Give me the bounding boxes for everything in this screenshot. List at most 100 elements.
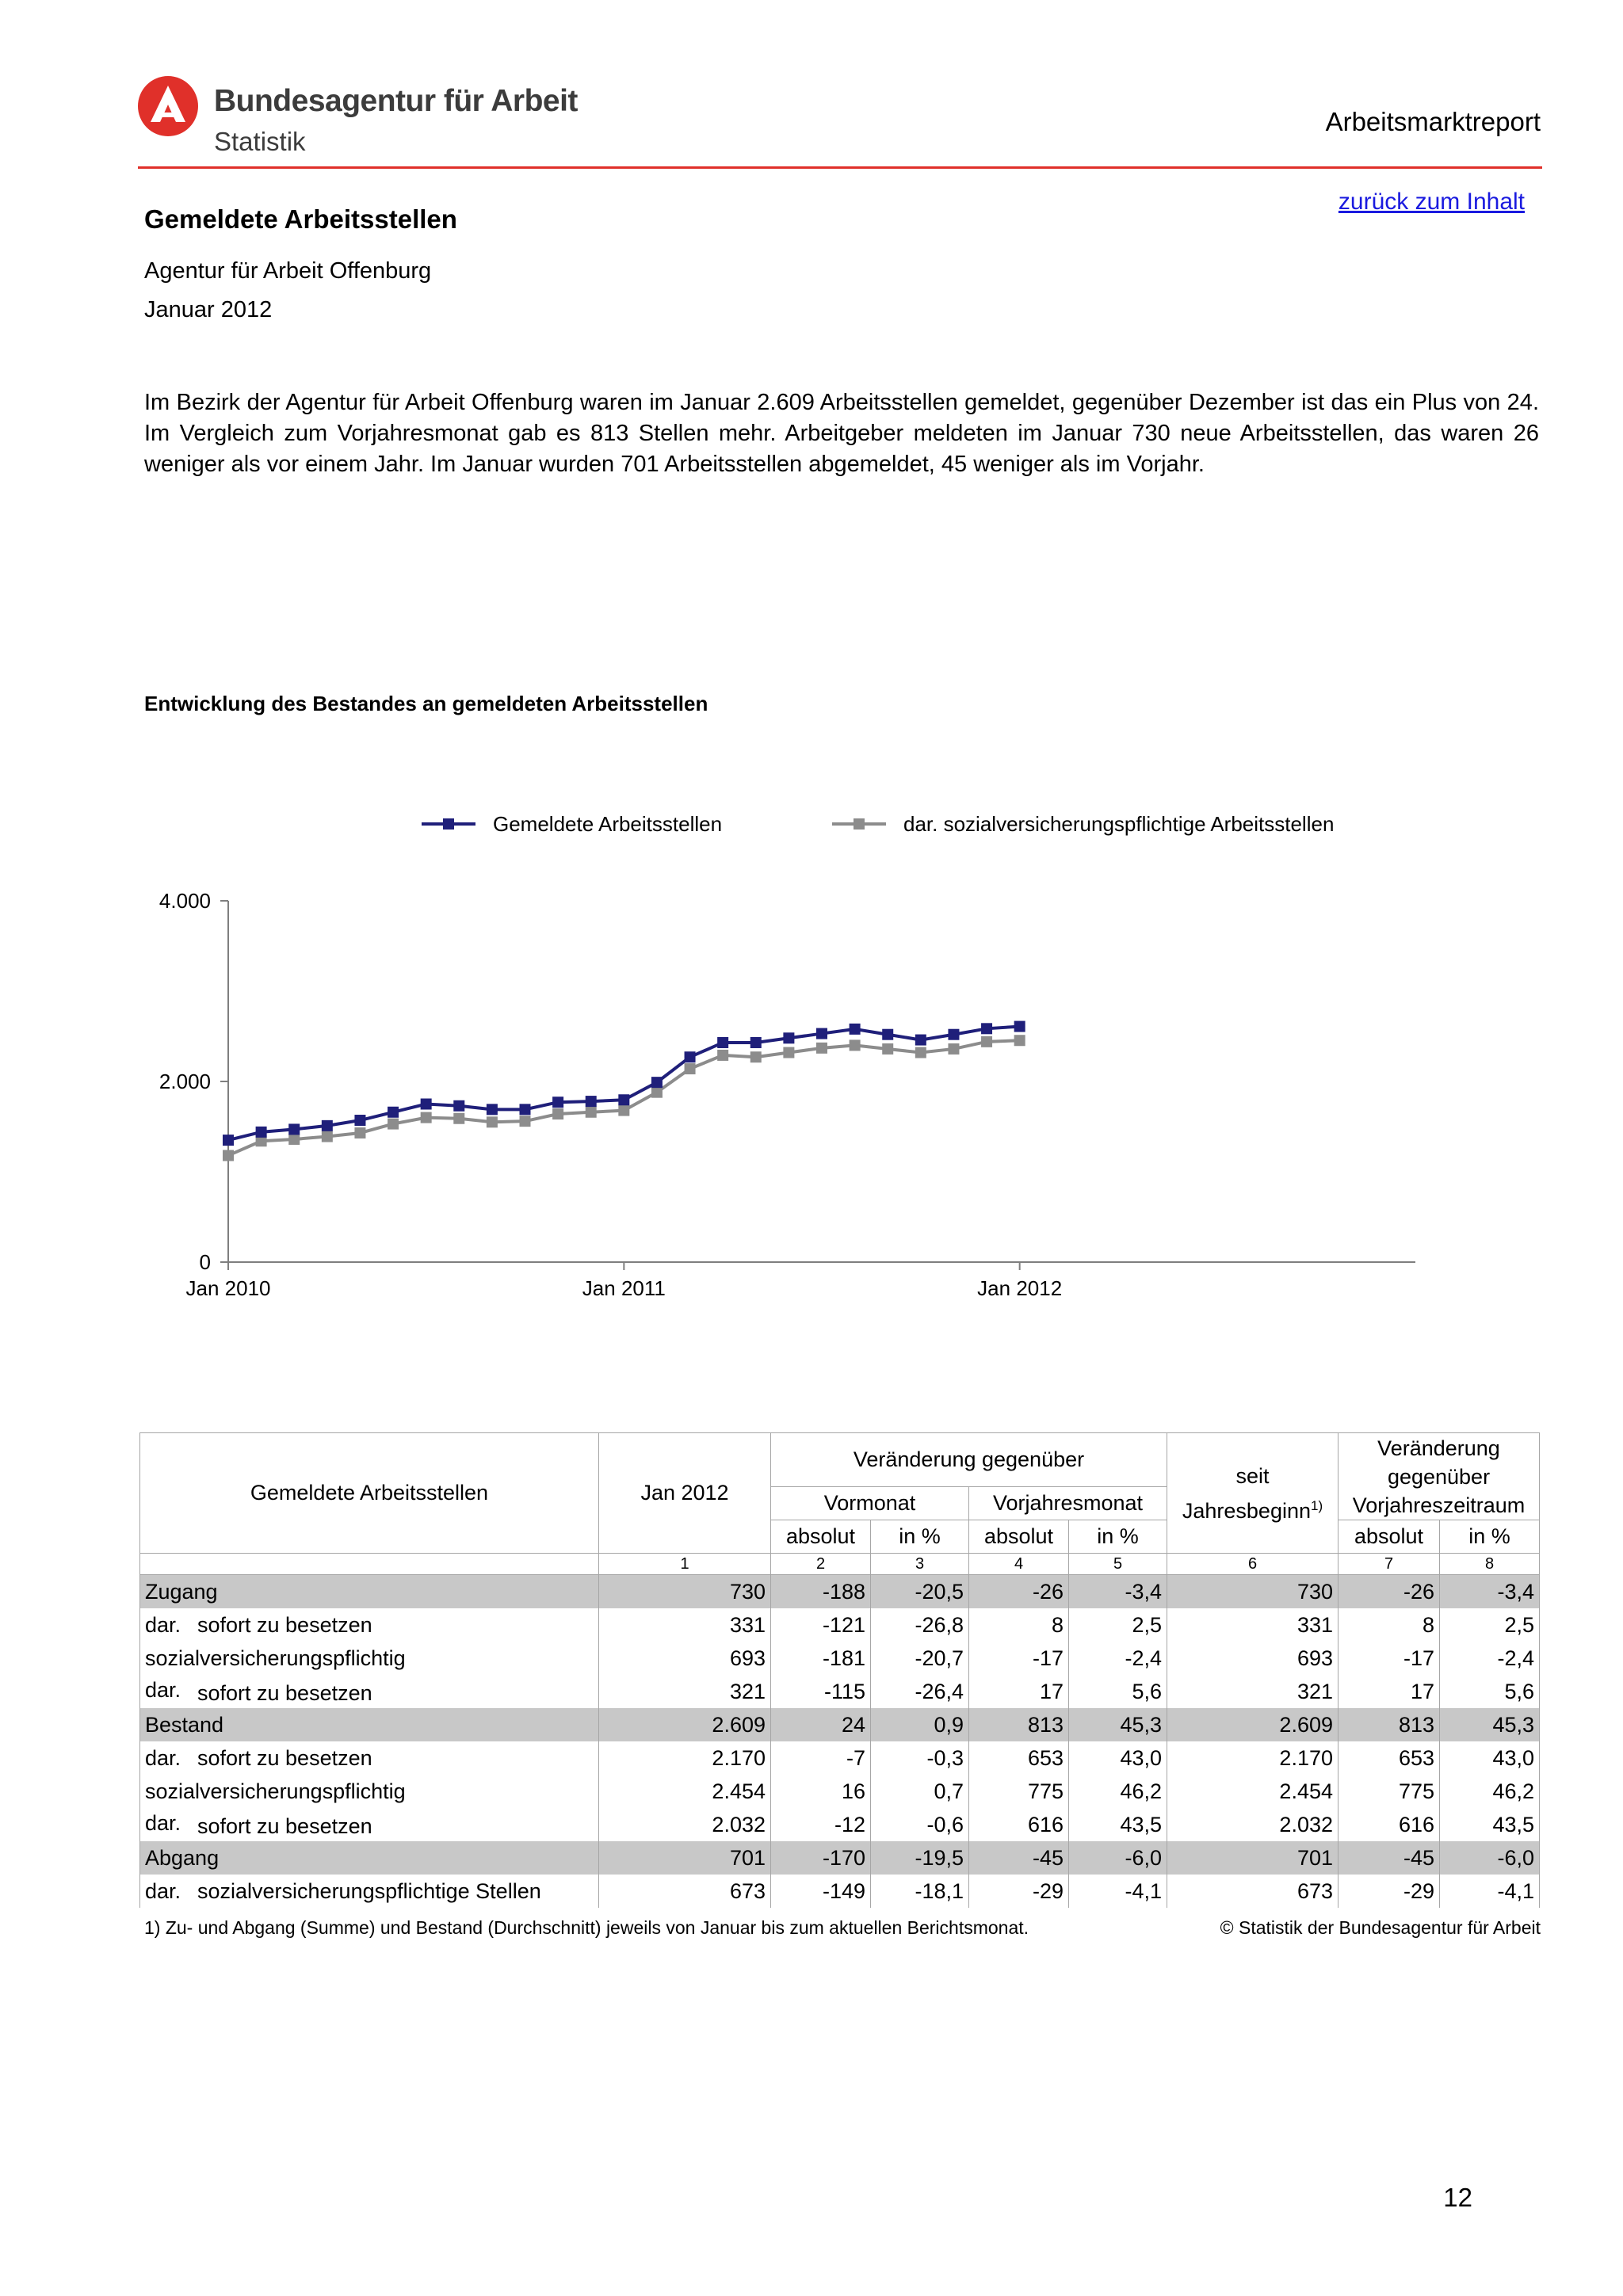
header-divider: [138, 166, 1542, 169]
y-tick-label: 2.000: [159, 1070, 211, 1093]
data-point: [453, 1100, 465, 1112]
line-chart: 0 2.000 4.000 Jan 2010 Jan 2011 Jan 2012 Gemel…: [159, 812, 1415, 1300]
absolut-header: absolut: [770, 1520, 871, 1554]
value-cell: 45,3: [1068, 1708, 1167, 1741]
data-point: [915, 1034, 926, 1046]
table-footnote: 1) Zu- und Abgang (Summe) und Bestand (D…: [144, 1917, 1029, 1938]
value-cell: -2,4: [1439, 1642, 1540, 1675]
data-point: [585, 1096, 597, 1108]
row-label: Zugang: [145, 1579, 218, 1604]
data-point: [486, 1104, 498, 1116]
value-cell: 616: [968, 1808, 1069, 1841]
value-cell: 0,9: [870, 1708, 969, 1741]
stats-table: Gemeldete Arbeitsstellen Jan 2012 Veränd…: [139, 1432, 1540, 1908]
value-cell: 8: [1338, 1608, 1440, 1642]
row-label-cell: dar. sofort zu besetzen: [139, 1808, 599, 1841]
value-cell: 701: [1167, 1841, 1338, 1875]
data-point: [981, 1035, 993, 1047]
value-cell: 673: [1167, 1875, 1338, 1908]
legend-marker: [443, 818, 454, 830]
data-point: [453, 1112, 465, 1124]
series-line: [227, 1024, 1020, 1142]
value-cell: -3,4: [1068, 1574, 1167, 1608]
row-label-cell: sozialversicherungspflichtig: [139, 1642, 599, 1675]
veraenderung-cell: Veränderung gegenüber: [770, 1432, 1167, 1487]
value-cell: 321: [598, 1675, 771, 1708]
row-label-cell: dar. sofort zu besetzen: [139, 1741, 599, 1775]
seit-cell: seit Jahresbeginn1): [1167, 1432, 1338, 1554]
ba-logo-icon: [138, 76, 198, 136]
data-point: [223, 1150, 234, 1161]
value-cell: -0,3: [870, 1741, 969, 1775]
legend-label: dar. sozialversicherungspflichtige Arbei…: [903, 812, 1334, 836]
table-row: dar. sofort zu besetzen 321 -115 -26,4 17 5,6 3…: [139, 1675, 1540, 1708]
row-label-cell: Abgang: [139, 1841, 599, 1875]
data-point: [816, 1042, 827, 1054]
value-cell: 5,6: [1068, 1675, 1167, 1708]
value-cell: 653: [968, 1741, 1069, 1775]
value-cell: 46,2: [1068, 1775, 1167, 1808]
value-cell: -115: [770, 1675, 871, 1708]
x-tick-label: Jan 2011: [582, 1276, 666, 1300]
data-point: [223, 1135, 234, 1146]
vj-header-line2: gegenüber: [1387, 1464, 1491, 1489]
y-tick-label: 0: [200, 1250, 211, 1274]
value-cell: -29: [1338, 1875, 1440, 1908]
absolut-header: absolut: [968, 1520, 1069, 1554]
value-cell: -121: [770, 1608, 871, 1642]
report-period: Januar 2012: [144, 297, 273, 322]
data-point: [255, 1126, 267, 1138]
value-cell: 2.609: [598, 1708, 771, 1741]
value-cell: 730: [1167, 1574, 1338, 1608]
col-number: 8: [1439, 1553, 1540, 1575]
footnote-mark: 1): [1311, 1497, 1323, 1513]
table-row: Zugang 730 -188 -20,5 -26 -3,4 730 -26 -3,4: [139, 1574, 1540, 1608]
col-number: 4: [968, 1553, 1069, 1575]
row-label: sofort zu besetzen: [197, 1814, 372, 1838]
row-prefix: dar.: [145, 1878, 181, 1903]
org-name: Bundesagentur für Arbeit: [214, 84, 578, 118]
row-label: sozialversicherungspflichtig: [145, 1646, 406, 1670]
data-point: [783, 1032, 795, 1044]
value-cell: -26,4: [870, 1675, 969, 1708]
row-label-cell: Zugang: [139, 1574, 599, 1608]
vorjahreszeitraum-cell: Veränderung gegenüber Vorjahreszeitraum: [1338, 1432, 1540, 1520]
row-header-cell: Gemeldete Arbeitsstellen: [139, 1432, 599, 1554]
value-cell: 730: [598, 1574, 771, 1608]
value-cell: 2,5: [1068, 1608, 1167, 1642]
value-cell: 2.454: [1167, 1775, 1338, 1808]
row-label-cell: dar. sozialversicherungspflichtige Stelle…: [139, 1875, 599, 1908]
data-point: [948, 1028, 960, 1040]
data-point: [288, 1123, 300, 1135]
data-point: [915, 1047, 926, 1058]
data-point: [684, 1063, 696, 1075]
data-point: [1014, 1020, 1025, 1032]
value-cell: 2.170: [598, 1741, 771, 1775]
back-to-contents-link[interactable]: zurück zum Inhalt: [1338, 189, 1525, 215]
value-cell: 43,0: [1068, 1741, 1167, 1775]
table-row: sozialversicherungspflichtig 693 -181 -20,7…: [139, 1642, 1540, 1675]
page-number: 12: [1443, 2183, 1472, 2212]
value-cell: 2.032: [598, 1808, 771, 1841]
value-cell: -17: [1338, 1642, 1440, 1675]
value-cell: 693: [598, 1642, 771, 1675]
data-point: [849, 1039, 861, 1051]
jahresbeginn-header: Jahresbeginn: [1182, 1498, 1311, 1523]
value-cell: -26: [968, 1574, 1069, 1608]
value-cell: 17: [1338, 1675, 1440, 1708]
value-cell: 5,6: [1439, 1675, 1540, 1708]
value-cell: -26,8: [870, 1608, 969, 1642]
data-point: [288, 1133, 300, 1145]
org-subtitle: Statistik: [214, 127, 306, 156]
table-row: sozialversicherungspflichtig 2.454 16 0,7 77…: [139, 1775, 1540, 1808]
data-point: [717, 1036, 729, 1048]
value-cell: -181: [770, 1642, 871, 1675]
col-number: 3: [870, 1553, 969, 1575]
x-tick-label: Jan 2012: [977, 1276, 1062, 1300]
report-name: Arbeitsmarktreport: [1325, 107, 1541, 136]
table-row: dar. sofort zu besetzen 2.170 -7 -0,3 653 43,0…: [139, 1741, 1540, 1775]
value-cell: 321: [1167, 1675, 1338, 1708]
value-cell: 693: [1167, 1642, 1338, 1675]
value-cell: 43,5: [1439, 1808, 1540, 1841]
value-cell: -29: [968, 1875, 1069, 1908]
